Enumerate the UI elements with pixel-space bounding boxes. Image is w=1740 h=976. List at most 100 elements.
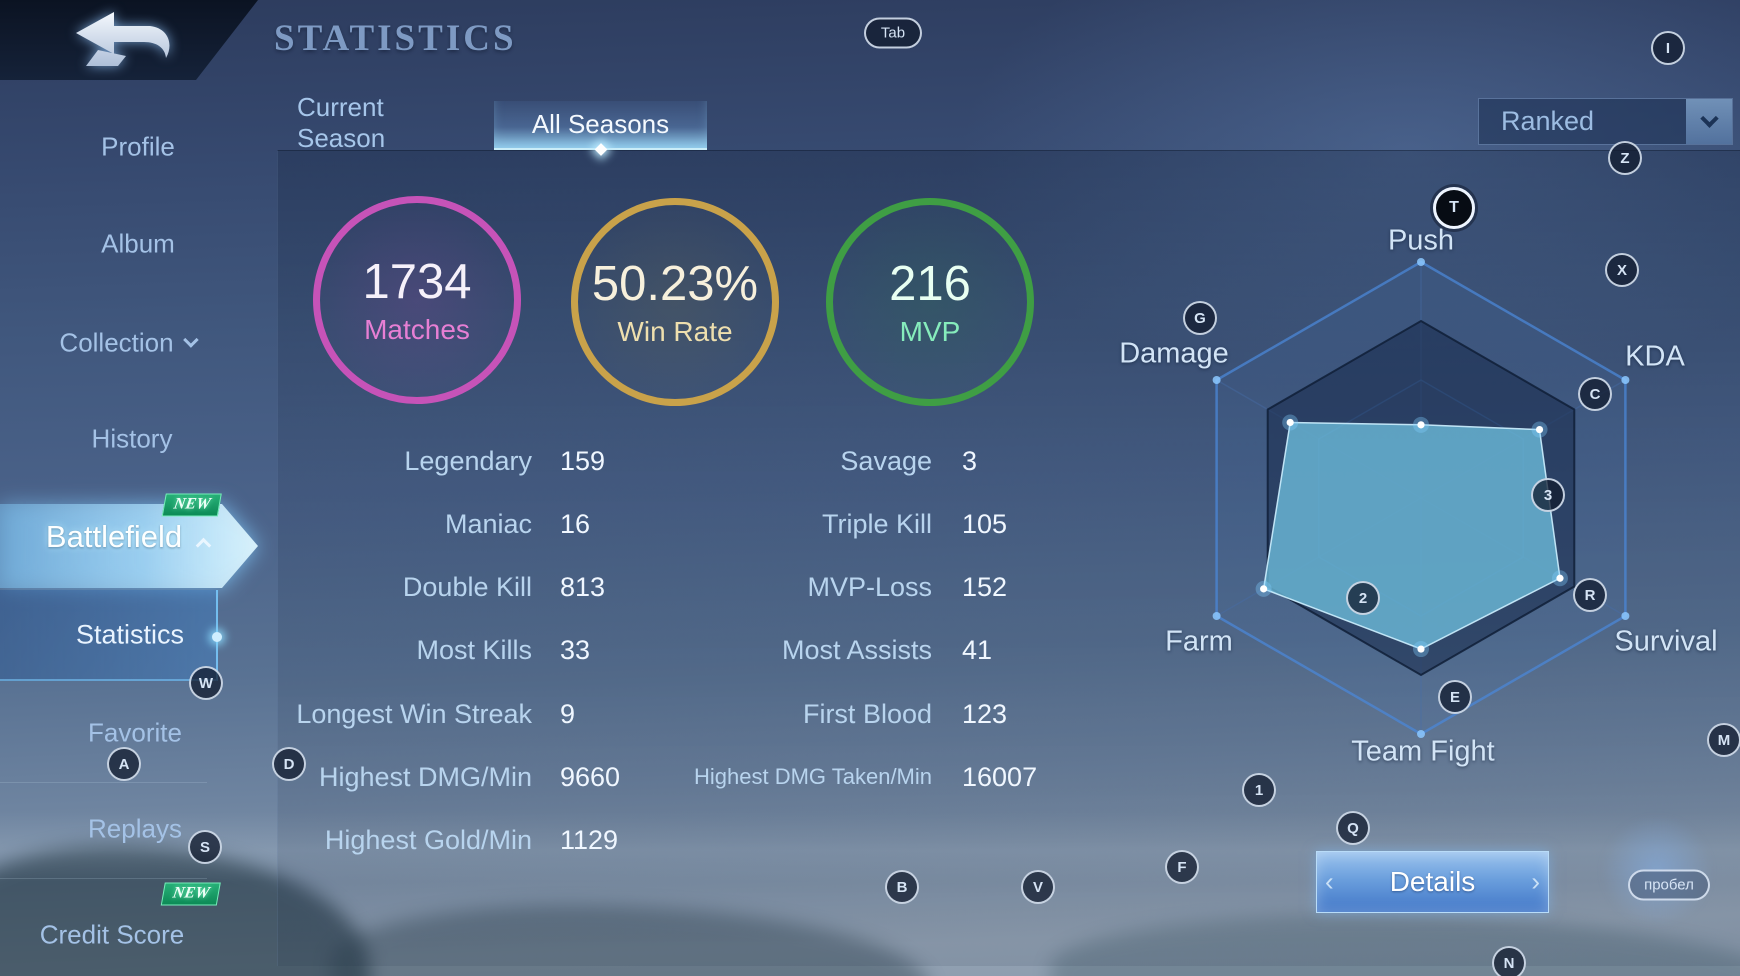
- chevron-down-icon: [1699, 109, 1719, 128]
- key-hint-N: N: [1492, 946, 1526, 976]
- key-hint-W: W: [189, 666, 223, 700]
- stat-value: 9660: [560, 761, 621, 792]
- new-badge-battlefield: NEW: [161, 493, 223, 517]
- sidebar-item-collection[interactable]: Collection: [59, 327, 199, 359]
- chevron-up-icon: [195, 532, 212, 554]
- stat-label: Most Kills: [416, 634, 532, 665]
- stat-label: Highest DMG Taken/Min: [693, 764, 932, 789]
- key-hint-S: S: [188, 830, 222, 864]
- key-hint-M: M: [1707, 723, 1740, 757]
- key-hint-R: R: [1573, 578, 1607, 612]
- stat-value: 16007: [962, 761, 1038, 792]
- key-hint-I: I: [1651, 31, 1685, 65]
- sidebar-item-profile[interactable]: Profile: [101, 131, 175, 162]
- sidebar-item-statistics-label: Statistics: [75, 619, 185, 650]
- stat-value: 9: [560, 698, 576, 729]
- key-hint-Tab: Tab: [864, 17, 922, 49]
- mvp-label: MVP: [899, 316, 961, 347]
- stat-row: Double Kill 813: [280, 567, 605, 607]
- stat-value: 123: [962, 698, 1008, 729]
- stat-row: Legendary 159: [280, 441, 605, 481]
- key-hint-D: D: [272, 747, 306, 781]
- mode-filter-value: Ranked: [1501, 106, 1595, 136]
- sidebar-item-history[interactable]: History: [91, 423, 173, 454]
- sidebar-item-favorite[interactable]: Favorite: [88, 717, 182, 748]
- stat-label: Triple Kill: [821, 508, 932, 539]
- summary-circle-matches: 1734 Matches: [313, 196, 521, 404]
- stat-row: Savage 3: [640, 441, 977, 481]
- tab-current-season[interactable]: Current Season: [297, 92, 386, 153]
- summary-circle-mvp: 216 MVP: [826, 198, 1034, 406]
- key-hint-V: V: [1021, 870, 1055, 904]
- key-hint-C: C: [1578, 377, 1612, 411]
- dropdown-button[interactable]: [1686, 99, 1732, 144]
- tab-all-seasons-label: All Seasons: [531, 109, 670, 139]
- stat-label: Savage: [840, 445, 932, 476]
- key-hint-3: 3: [1531, 478, 1565, 512]
- key-hint-1: 1: [1242, 773, 1276, 807]
- key-hint-Q: Q: [1336, 811, 1370, 845]
- stat-label: Double Kill: [402, 571, 532, 602]
- sidebar-item-credit-score[interactable]: Credit Score: [39, 919, 185, 950]
- button-right-chevron-icon: ›: [1531, 866, 1540, 897]
- stat-value: 41: [962, 634, 993, 665]
- stat-row: Maniac 16: [280, 504, 590, 544]
- stat-label: Legendary: [404, 445, 532, 476]
- key-hint-X: X: [1605, 253, 1639, 287]
- win-rate-value: 50.23%: [591, 257, 759, 311]
- stat-label: MVP-Loss: [807, 571, 932, 602]
- radar-axis-label-damage: Damage: [1119, 337, 1229, 370]
- radar-axis-label-push: Push: [1387, 224, 1455, 257]
- back-button[interactable]: [62, 8, 190, 72]
- radar-axis-label-survival: Survival: [1614, 625, 1718, 658]
- sidebar-item-collection-label: Collection: [59, 327, 174, 358]
- sidebar-divider: [0, 878, 207, 879]
- stat-value: 16: [560, 508, 591, 539]
- stat-row: Most Assists 41: [640, 630, 992, 670]
- chevron-down-icon: [183, 332, 199, 348]
- stat-label: Most Assists: [781, 634, 932, 665]
- radar-axis-label-farm: Farm: [1165, 625, 1233, 658]
- stat-value: 152: [962, 571, 1008, 602]
- key-hint-2: 2: [1346, 581, 1380, 615]
- stat-value: 105: [962, 508, 1008, 539]
- key-hint-Z: Z: [1608, 141, 1642, 175]
- stat-value: 1129: [560, 824, 619, 855]
- key-hint-T: T: [1433, 187, 1475, 229]
- page-title: STATISTICS: [274, 18, 517, 59]
- details-button[interactable]: ‹ Details ›: [1316, 851, 1549, 913]
- stat-value: 33: [560, 634, 591, 665]
- sidebar-item-replays[interactable]: Replays: [88, 813, 182, 844]
- key-hint-пробел: пробел: [1628, 869, 1710, 901]
- key-hint-E: E: [1438, 680, 1472, 714]
- stat-row: Most Kills 33: [280, 630, 590, 670]
- details-button-label: Details: [1389, 866, 1476, 897]
- stat-row: Triple Kill 105: [640, 504, 1007, 544]
- mvp-value: 216: [889, 257, 971, 311]
- summary-circle-win-rate: 50.23% Win Rate: [571, 198, 779, 406]
- win-rate-label: Win Rate: [617, 316, 733, 347]
- sidebar-item-album[interactable]: Album: [101, 228, 175, 259]
- selection-glow-dot: [212, 632, 222, 642]
- stat-row: Highest Gold/Min 1129: [280, 820, 618, 860]
- stat-row: Highest DMG/Min 9660: [280, 757, 620, 797]
- sidebar-item-battlefield[interactable]: [0, 498, 262, 594]
- back-arrow-icon: [76, 12, 170, 66]
- sidebar-item-battlefield-label: Battlefield: [45, 519, 183, 554]
- mode-filter-dropdown[interactable]: Ranked: [1478, 98, 1733, 145]
- radar-axis-label-team-fight: Team Fight: [1351, 735, 1495, 768]
- key-hint-F: F: [1165, 850, 1199, 884]
- stat-value: 159: [560, 445, 606, 476]
- sidebar-divider: [0, 782, 207, 783]
- stat-label: First Blood: [802, 698, 932, 729]
- matches-value: 1734: [362, 255, 472, 309]
- key-hint-A: A: [107, 747, 141, 781]
- sidebar-item-statistics[interactable]: Statistics: [0, 590, 222, 681]
- stat-value: 3: [962, 445, 978, 476]
- matches-label: Matches: [364, 314, 470, 345]
- stat-label: Maniac: [444, 508, 532, 539]
- tab-all-seasons[interactable]: All Seasons: [494, 101, 707, 156]
- radar-axis-label-kda: KDA: [1625, 340, 1685, 373]
- stat-label: Highest DMG/Min: [318, 761, 532, 792]
